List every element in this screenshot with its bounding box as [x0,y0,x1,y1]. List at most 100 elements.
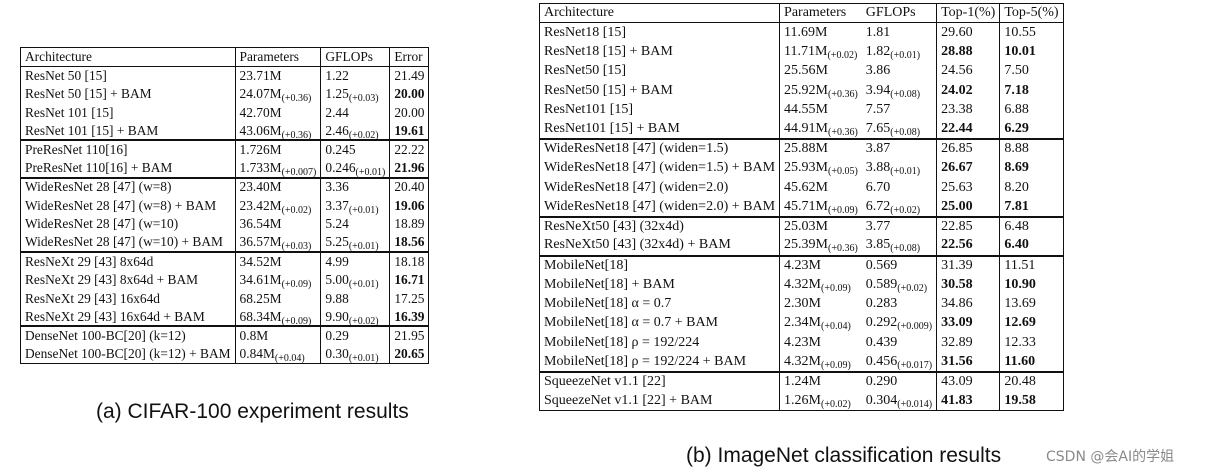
gflops-cell: 1.81 [861,22,938,43]
error-cell: 21.49 [394,67,425,83]
parameters-cell: 4.23M [780,333,862,352]
top1-cell: 41.83 [936,391,1001,411]
table-row: MobileNet[18] 4.23M 0.569 31.39 11.51 [539,254,1064,275]
parameters-cell-value: 23.40M [239,179,282,195]
gflops-cell: 3.86 [861,61,938,82]
top5-cell: 6.29 [1004,121,1029,137]
top1-cell: 22.56 [936,236,1001,256]
table-row: ResNeXt50 [43] (32x4d) 25.03M 3.77 22.85 6.4… [539,215,1064,237]
gflops-cell: 0.456(+0.017) [861,352,938,372]
gflops-cell: 0.290 [861,370,938,392]
gflops-cell-value: 3.87 [865,141,891,157]
gflops-cell-value: 5.00 [325,271,349,287]
parameters-cell-delta: (+0.09) [827,204,858,216]
architecture-cell: MobileNet[18] ρ = 192/224 + BAM [539,352,781,372]
parameters-cell-value: 34.61M [239,271,282,287]
error-cell: 20.65 [394,346,425,362]
gflops-cell-value: 0.283 [865,296,898,312]
col-header-architecture: Architecture [20,47,236,67]
parameters-cell: 24.07M(+0.36) [235,84,322,104]
gflops-cell: 4.99 [320,251,391,271]
gflops-cell: 3.94(+0.08) [861,81,938,101]
architecture-cell: WideResNet 28 [47] (w=10) [20,214,236,234]
gflops-cell: 5.24 [320,214,391,234]
table-a-caption: (a) CIFAR-100 experiment results [96,400,409,423]
col-header-top5: Top-5(%) [999,3,1064,24]
table-b-caption: (b) ImageNet classification results [686,444,1002,467]
table-row: ResNet 50 [15] + BAM 24.07M(+0.36) 1.25(+0… [20,84,429,104]
top5-cell: 12.69 [1004,315,1036,331]
gflops-cell: 1.22 [320,66,391,85]
col-header-parameters: Parameters [779,3,862,24]
col-header-gflops: GFLOPs [861,3,938,24]
top1-cell: 24.56 [936,61,1001,82]
gflops-cell: 0.304(+0.014) [861,391,938,411]
table-row: ResNet101 [15] + BAM 44.91M(+0.36) 7.65(+0… [539,119,1064,140]
parameters-cell-delta: (+0.02) [820,398,851,410]
parameters-cell: 25.03M [779,215,862,237]
architecture-cell: MobileNet[18] α = 0.7 + BAM [539,313,781,334]
table-row: MobileNet[18] + BAM 4.32M(+0.09) 0.589(+0.… [539,274,1064,295]
top1-cell: 28.88 [936,42,1001,62]
architecture-cell: WideResNet18 [47] (widen=2.0) + BAM [539,197,781,217]
architecture-cell: ResNeXt50 [43] (32x4d) [539,215,781,237]
architecture-cell: ResNeXt 29 [43] 8x64d + BAM [20,270,236,290]
gflops-cell-value: 0.245 [325,142,356,158]
gflops-cell: 0.569 [861,254,938,275]
top1-cell: 25.00 [936,197,1001,217]
parameters-cell-value: 4.32M [784,353,821,369]
gflops-cell-delta: (+0.08) [890,88,921,100]
parameters-cell: 25.39M(+0.36) [780,236,862,255]
gflops-cell-value: 5.25 [325,234,349,250]
error-cell: 20.00 [394,85,425,101]
parameters-cell-delta: (+0.03) [281,241,312,253]
gflops-cell-value: 0.439 [865,334,898,350]
gflops-cell-value: 7.65 [865,121,891,137]
parameters-cell-delta: (+0.05) [827,166,858,178]
gflops-cell-value: 0.246 [325,159,356,175]
parameters-cell-value: 4.23M [784,257,821,273]
gflops-cell-value: 0.456 [865,353,898,369]
architecture-cell: PreResNet 110[16] + BAM [20,159,236,178]
table-row: WideResNet 28 [47] (w=8) + BAM 23.42M(+0.… [20,196,429,215]
col-header-top1: Top-1(%) [936,3,1001,24]
parameters-cell-value: 24.07M [239,85,282,101]
parameters-cell-delta: (+0.36) [827,243,858,255]
parameters-cell-value: 0.8M [239,328,269,344]
parameters-cell-value: 42.70M [239,104,282,120]
parameters-cell-value: 25.88M [784,141,828,157]
gflops-cell-delta: (+0.01) [355,166,386,178]
top1-cell: 32.89 [936,333,1001,353]
col-header-parameters: Parameters [235,47,322,67]
table-row: DenseNet 100-BC[20] (k=12) + BAM 0.84M(+0… [20,345,429,364]
gflops-cell: 7.65(+0.08) [861,119,938,140]
parameters-cell-value: 25.56M [784,63,828,79]
table-header-row: Architecture Parameters GFLOPs Top-1(%) … [539,3,1064,24]
error-cell: 20.40 [389,176,429,197]
table-row: MobileNet[18] α = 0.7 + BAM 2.34M(+0.04) 0… [539,313,1064,334]
parameters-cell: 11.69M [780,23,862,42]
table-row: WideResNet18 [47] (widen=1.5) 25.88M 3.87 2… [539,138,1064,159]
gflops-cell: 5.25(+0.01) [320,233,391,253]
imagenet-results-table: Architecture Parameters GFLOPs Top-1(%) … [539,3,1064,412]
parameters-cell-delta: (+0.09) [820,282,851,294]
table-row: WideResNet18 [47] (widen=2.0) + BAM 45.71… [539,197,1064,217]
architecture-cell: MobileNet[18] [539,254,781,275]
gflops-cell: 9.88 [320,289,391,308]
parameters-cell-value: 25.39M [784,237,828,253]
gflops-cell-value: 1.25 [325,85,349,101]
architecture-cell: MobileNet[18] ρ = 192/224 [539,333,781,353]
architecture-cell: WideResNet18 [47] (widen=2.0) [539,178,781,198]
error-cell: 19.61 [394,122,425,138]
gflops-cell: 3.36 [320,176,391,197]
gflops-cell-value: 1.81 [865,24,891,40]
table-row: ResNet50 [15] 25.56M 3.86 24.56 7.50 [539,61,1064,82]
top1-cell: 22.44 [936,119,1001,140]
table-row: ResNet 50 [15] 23.71M 1.22 21.49 [20,66,429,85]
gflops-cell: 3.37(+0.01) [320,196,391,215]
parameters-cell-value: 44.91M [784,121,828,137]
gflops-cell-delta: (+0.017) [897,359,933,371]
parameters-cell-delta: (+0.36) [281,92,312,104]
table-row: ResNet18 [15] + BAM 11.71M(+0.02) 1.82(+0.… [539,42,1064,62]
gflops-cell-value: 0.290 [865,374,898,390]
